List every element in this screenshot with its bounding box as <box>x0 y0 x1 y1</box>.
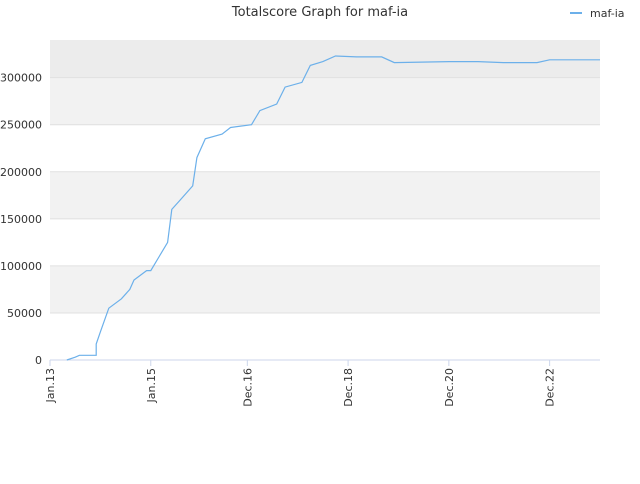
plot-band <box>50 265 600 313</box>
legend-label: maf-ia <box>590 7 625 20</box>
x-tick-label: Dec.22 <box>544 368 557 407</box>
y-tick-label: 0 <box>35 354 42 367</box>
y-tick-label: 200000 <box>0 166 42 179</box>
y-tick-label: 50000 <box>7 307 42 320</box>
data-line <box>66 55 600 361</box>
plot-band <box>50 218 600 266</box>
x-tick-label: Dec.16 <box>241 368 254 407</box>
plot-band <box>50 77 600 125</box>
y-tick-label: 100000 <box>0 260 42 273</box>
plot-band <box>50 40 600 78</box>
y-tick-label: 300000 <box>0 72 42 85</box>
plot-band <box>50 124 600 172</box>
y-tick-label: 150000 <box>0 213 42 226</box>
x-tick-label: Dec.18 <box>342 368 355 407</box>
plot-band <box>50 312 600 360</box>
plot-bands <box>50 40 600 360</box>
chart-title: Totalscore Graph for maf-ia <box>231 5 408 20</box>
x-tick-label: Dec.20 <box>443 368 456 407</box>
x-tick-label: Jan.15 <box>145 368 158 403</box>
x-tick-label: Jan.13 <box>44 368 57 403</box>
y-tick-label: 250000 <box>0 119 42 132</box>
plot-band <box>50 171 600 219</box>
